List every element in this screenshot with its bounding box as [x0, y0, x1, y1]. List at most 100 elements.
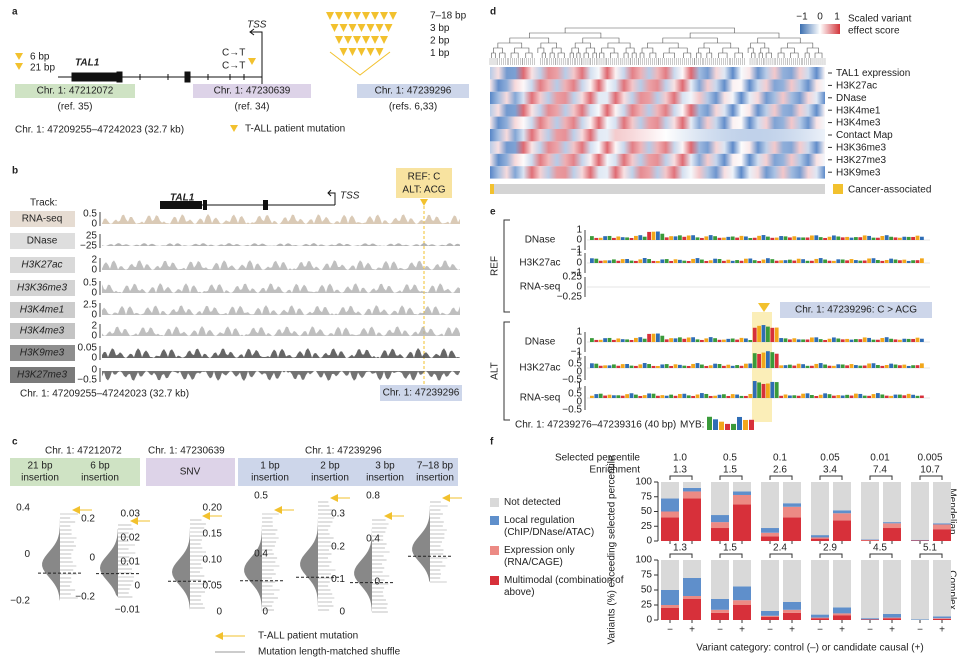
logo-letter	[625, 259, 629, 263]
dendrogram	[599, 52, 605, 58]
logo-letter	[902, 395, 907, 398]
exon	[203, 200, 207, 210]
dendrogram	[564, 27, 735, 33]
logo-letter	[902, 259, 907, 263]
group-tick: 0.10	[203, 555, 223, 566]
dendrogram	[814, 52, 823, 58]
logo-letter	[629, 260, 634, 263]
logo-letter	[669, 394, 673, 398]
logo-letter	[766, 236, 770, 240]
motif-letter	[731, 423, 736, 430]
colorbar-title: Scaled variant	[848, 14, 912, 25]
patient-marker	[130, 517, 138, 525]
gene-label: TAL1	[170, 193, 195, 204]
logo-letter	[678, 364, 682, 368]
track-tick: −1	[571, 347, 583, 358]
percentile-label: 0.005	[917, 453, 942, 464]
track-label-box	[10, 257, 75, 273]
logo-letter	[620, 237, 625, 240]
logo-letter	[832, 337, 836, 342]
logo-letter	[638, 235, 643, 240]
logo-letter	[664, 259, 669, 263]
logo-letter	[801, 393, 805, 398]
patient-marker	[72, 506, 80, 514]
row-label: H3K4me3	[836, 118, 881, 129]
bar-segment	[783, 517, 801, 541]
logo-letter	[625, 339, 629, 342]
y-tick-label: 50	[641, 506, 653, 517]
logo-letter	[686, 337, 691, 342]
logo-letter	[840, 339, 845, 342]
colorbar-tick: 0	[817, 12, 823, 23]
group-tick: −0.2	[10, 596, 30, 607]
track-signal	[102, 326, 460, 336]
bar-segment	[911, 619, 929, 620]
x-tick-label: −	[717, 625, 723, 636]
logo-letter	[616, 365, 621, 368]
logo-letter	[761, 383, 766, 398]
colorbar-tick: −1	[796, 12, 808, 23]
group-name: 1 bp	[260, 461, 280, 472]
logo-letter	[700, 364, 704, 368]
heatmap-row	[490, 91, 825, 105]
locus-label: Chr. 1: 47239296	[383, 388, 460, 399]
heatmap-row	[490, 153, 825, 167]
bar-segment	[861, 619, 879, 620]
logo-letter	[695, 258, 700, 263]
dendrogram	[668, 47, 688, 53]
bar-segment	[661, 605, 679, 608]
insertion-marker	[389, 12, 397, 20]
logo-letter	[664, 237, 669, 240]
logo-letter	[735, 260, 739, 263]
bar-segment	[661, 517, 679, 541]
track-tick: 0.5	[568, 389, 582, 400]
logo-letter	[647, 333, 651, 342]
group-tick: 0.20	[203, 503, 223, 514]
panel-label: e	[490, 207, 496, 218]
logo-letter	[700, 259, 704, 263]
bar-segment	[861, 539, 879, 541]
bar-segment	[833, 520, 851, 541]
dendrogram	[804, 52, 810, 58]
logo-letter	[845, 260, 849, 263]
bar-segment	[683, 599, 701, 620]
track-name: H3K27ac	[519, 363, 560, 374]
enrichment-label: 4.5	[873, 543, 887, 554]
logo-letter	[704, 393, 709, 398]
logo-letter	[757, 382, 761, 398]
ref-label: REF	[490, 256, 501, 276]
y-tick-label: 25	[641, 521, 653, 532]
logo-letter	[898, 394, 902, 398]
bar-segment	[661, 608, 679, 620]
bar-segment	[733, 482, 751, 492]
logo-letter	[713, 338, 717, 342]
logo-letter	[664, 339, 669, 342]
track-tick: 0	[91, 219, 97, 230]
dendrogram	[760, 47, 770, 53]
track-tick: 0	[576, 258, 582, 269]
logo-letter	[761, 325, 766, 342]
logo-letter	[629, 393, 634, 398]
logo-letter	[920, 395, 924, 398]
logo-letter	[810, 260, 814, 263]
y-tick-label: 0	[646, 615, 652, 626]
logo-letter	[832, 235, 836, 240]
logo-letter	[893, 339, 898, 342]
logo-letter	[730, 236, 735, 240]
logo-letter	[801, 364, 805, 368]
locus-header: Chr. 1: 47212072	[45, 446, 122, 457]
logo-letter	[616, 260, 621, 263]
group-tick: 0	[89, 553, 95, 564]
track-tick: 0	[576, 282, 582, 293]
bar-segment	[733, 494, 751, 505]
indel-label: 21 bp	[30, 63, 55, 74]
track-name: H3K27ac	[519, 258, 560, 269]
logo-letter	[625, 237, 629, 240]
variant-ref: REF: C	[408, 172, 441, 183]
logo-letter	[774, 382, 779, 398]
logo-letter	[801, 259, 805, 263]
group-name: insertion	[311, 473, 349, 484]
legend-marker	[215, 632, 223, 640]
logo-letter	[726, 338, 731, 342]
dendrogram	[609, 52, 619, 58]
